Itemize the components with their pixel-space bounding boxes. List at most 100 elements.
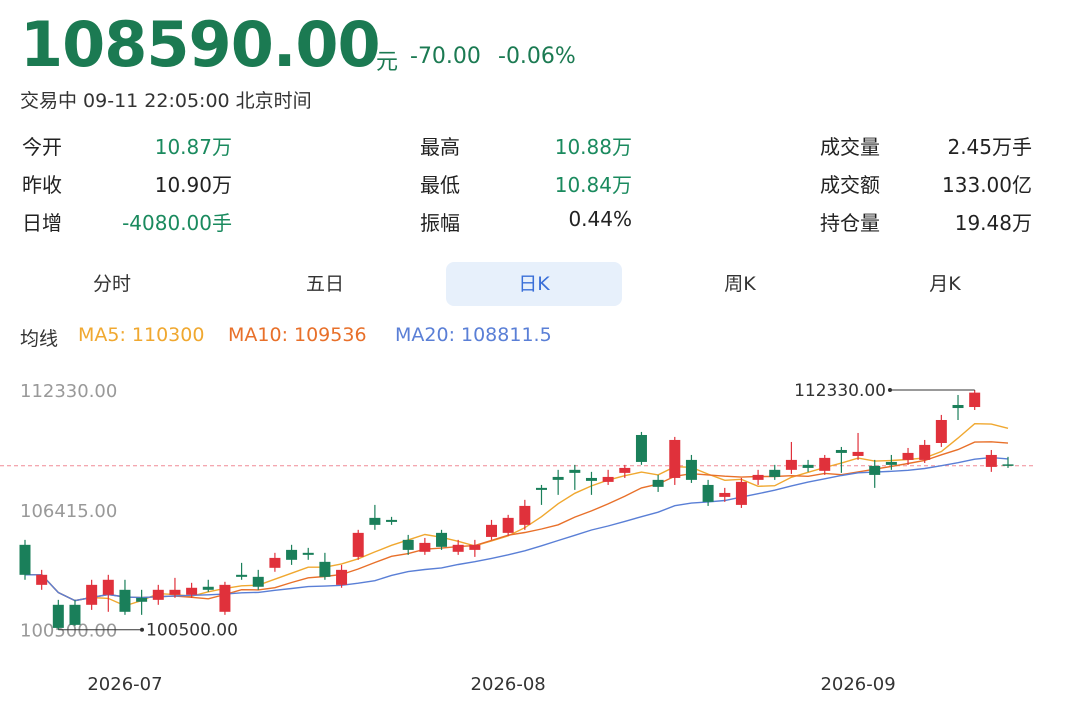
candle-body — [652, 479, 664, 487]
candle-body — [219, 584, 231, 612]
candle-body — [252, 576, 264, 587]
candle-body — [769, 469, 781, 477]
min-dot — [140, 627, 144, 632]
candle-body — [552, 476, 564, 480]
candle-body — [802, 464, 814, 468]
stat-value: -4080.00手 — [122, 211, 232, 235]
candle-body — [852, 451, 864, 456]
tab[interactable]: 分时 — [92, 273, 131, 295]
candle-body — [436, 532, 448, 547]
stat-label: 成交量 — [820, 135, 880, 159]
change: -70.00 — [410, 44, 481, 69]
x-tick-label: 2026-09 — [820, 674, 895, 695]
candle-body — [1002, 464, 1014, 466]
stat-label: 今开 — [22, 135, 62, 159]
max-label: 112330.00 — [794, 381, 886, 401]
candle-body — [202, 586, 214, 590]
candle-body — [952, 404, 964, 409]
candle-body — [735, 481, 747, 505]
candle-body — [402, 539, 414, 550]
tab[interactable]: 日K — [446, 262, 622, 306]
candle-body — [169, 589, 181, 595]
y-tick-label: 112330.00 — [20, 381, 117, 402]
candle-body — [19, 544, 31, 575]
y-tick-label: 100500.00 — [20, 621, 117, 642]
candle-body — [819, 457, 831, 471]
stat-value: 10.84万 — [554, 173, 632, 197]
candle-body — [352, 532, 364, 557]
candle-body — [569, 469, 581, 473]
candle-body — [136, 597, 148, 602]
stat-value: 10.87万 — [154, 135, 232, 159]
candle-body — [186, 587, 198, 595]
chart: 112330.00 106415.00 100500.00 2026-07 2026-0… — [0, 381, 1035, 695]
candle-body — [319, 561, 331, 577]
candle-body — [469, 544, 481, 550]
ma-legend-item: MA5: 110300 — [78, 324, 205, 346]
unit: 元 — [376, 50, 399, 75]
candle-body — [919, 444, 931, 460]
stat-value: 2.45万手 — [947, 135, 1032, 159]
stat-label: 昨收 — [22, 173, 62, 197]
stat-value: 10.90万 — [154, 173, 232, 197]
min-label: 100500.00 — [146, 621, 238, 641]
price: 108590.00 — [20, 8, 381, 81]
tab[interactable]: 周K — [724, 273, 756, 295]
candle-body — [935, 419, 947, 443]
candle-body — [585, 477, 597, 481]
ma-legend-item: MA20: 108811.5 — [395, 324, 552, 346]
candle-body — [52, 604, 64, 628]
candle-body — [86, 584, 98, 605]
candle-body — [269, 557, 281, 568]
stat-value: 133.00亿 — [942, 173, 1032, 197]
stat-label: 振幅 — [420, 211, 460, 235]
candle-body — [302, 552, 314, 555]
ma20-line — [25, 456, 1009, 602]
candle-body — [119, 589, 131, 612]
stat-label: 最高 — [420, 135, 460, 159]
x-tick-label: 2026-08 — [471, 674, 546, 695]
x-tick-label: 2026-07 — [87, 674, 162, 695]
candle-body — [102, 579, 114, 595]
candle-body — [486, 524, 498, 537]
stat-label: 成交额 — [820, 173, 880, 197]
candle-body — [685, 459, 697, 480]
tab[interactable]: 五日 — [305, 273, 344, 295]
candle-body — [619, 467, 631, 473]
candle-body — [502, 517, 514, 533]
ma-title: 均线 — [20, 328, 59, 350]
stat-label: 日增 — [22, 211, 62, 235]
candle-body — [419, 542, 431, 552]
candle-body — [835, 449, 847, 453]
candle-body — [669, 439, 681, 478]
candle-body — [719, 492, 731, 497]
candle-body — [635, 434, 647, 462]
candle-body — [869, 465, 881, 475]
max-dot — [888, 387, 892, 392]
candle-body — [286, 549, 298, 560]
candle-body — [885, 461, 897, 465]
candle-body — [602, 476, 614, 482]
ma5-line — [25, 422, 1009, 607]
candle-body — [902, 452, 914, 460]
candle-body — [752, 474, 764, 480]
stat-label: 最低 — [420, 173, 460, 197]
candle-body — [152, 589, 164, 600]
stat-label: 持仓量 — [820, 211, 880, 235]
candle-body — [969, 392, 981, 408]
ma10-line — [25, 441, 1009, 602]
y-tick-label: 106415.00 — [20, 501, 117, 522]
change-pct: -0.06% — [498, 44, 576, 69]
candle-body — [336, 569, 348, 585]
candle-body — [519, 505, 531, 525]
stat-value: 0.44% — [568, 207, 632, 231]
candle-body — [985, 454, 997, 467]
tab[interactable]: 月K — [929, 273, 961, 295]
candle-body — [69, 604, 81, 625]
status: 交易中 09-11 22:05:00 北京时间 — [20, 90, 312, 112]
candle-body — [36, 574, 48, 585]
candle-body — [369, 517, 381, 525]
candle-body — [702, 484, 714, 502]
candle-body — [785, 459, 797, 470]
